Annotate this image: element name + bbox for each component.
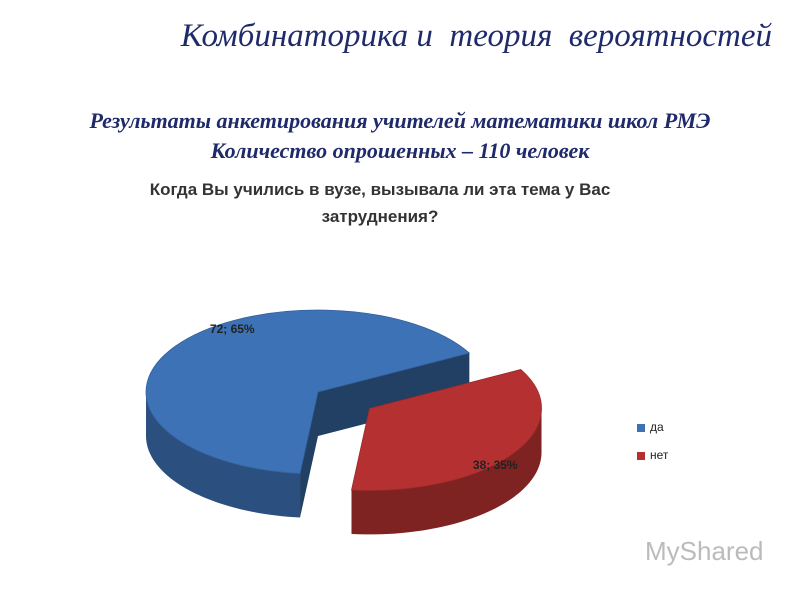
chart-title: Когда Вы учились в вузе, вызывала ли эта… (149, 180, 611, 226)
slice-side (351, 408, 542, 535)
legend-swatch (637, 424, 645, 432)
slide-subtitle: Количество опрошенных – 110 человек (210, 138, 590, 163)
slide-subtitle: Результаты анкетирования учителей матема… (89, 108, 711, 133)
slide-heading: Комбинаторика и теория вероятностей (180, 18, 772, 54)
legend-swatch (637, 452, 645, 460)
slice-wall (300, 392, 318, 518)
data-label: 38; 35% (473, 458, 518, 472)
legend-label: да (650, 420, 664, 434)
legend-label: нет (650, 448, 669, 462)
watermark: MyShared (645, 536, 764, 566)
slice (351, 369, 542, 491)
slice-wall (318, 353, 470, 436)
slice-side (146, 392, 301, 518)
slice (145, 309, 471, 474)
data-label: 72; 65% (210, 322, 255, 336)
